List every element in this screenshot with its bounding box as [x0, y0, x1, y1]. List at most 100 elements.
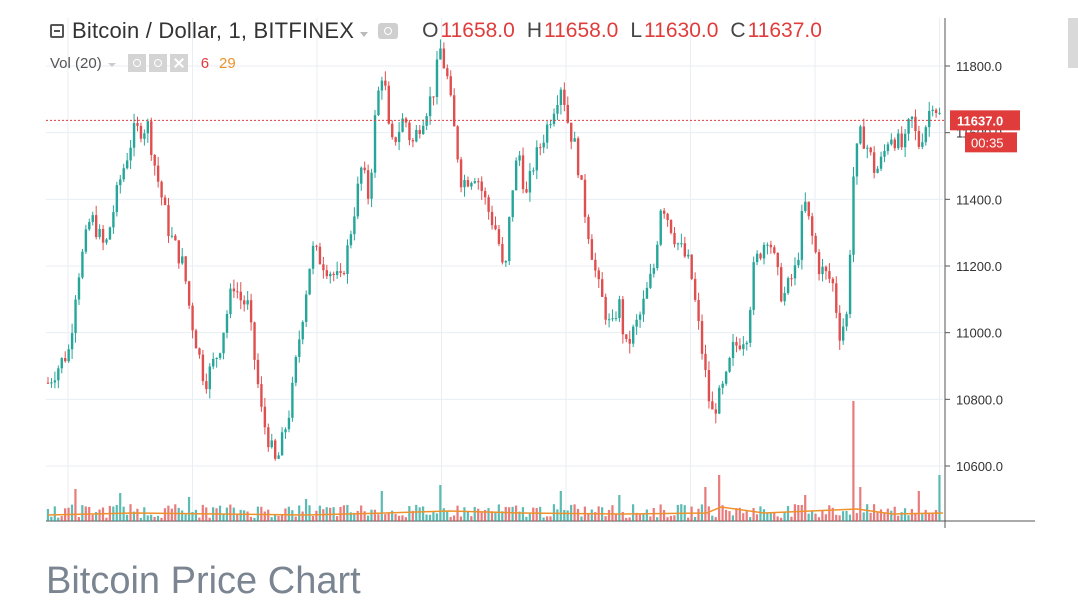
volume-bar [656, 517, 659, 521]
candle [322, 264, 325, 271]
volume-bar [897, 515, 900, 521]
candle [212, 358, 215, 367]
volume-bar [862, 512, 865, 521]
candle [769, 244, 773, 248]
volume-bar [762, 509, 765, 521]
candle [246, 300, 249, 305]
candle [866, 147, 869, 149]
candle [94, 215, 98, 238]
candle [452, 95, 456, 127]
candle [129, 147, 132, 161]
volume-bar [490, 511, 494, 521]
candle [470, 182, 473, 187]
candle [814, 235, 817, 253]
candle [315, 245, 318, 247]
candle [611, 318, 614, 320]
candle [81, 251, 84, 278]
y-tick-label: 10800.0 [956, 392, 1003, 407]
volume-bar [191, 512, 194, 521]
volume-bar [508, 507, 511, 521]
volume-label[interactable]: Vol (20) [50, 54, 102, 72]
candle [249, 300, 253, 323]
volume-bar [177, 507, 180, 521]
candle [153, 155, 156, 166]
volume-bar [229, 504, 232, 521]
eye-icon[interactable] [378, 23, 399, 39]
volume-bar [852, 401, 855, 521]
candle [449, 76, 452, 96]
low-label: L [630, 19, 643, 42]
candle [790, 278, 793, 280]
volume-bar [535, 507, 538, 521]
gear-icon[interactable] [148, 54, 167, 72]
chevron-down-icon[interactable] [107, 62, 116, 67]
candle [718, 387, 721, 414]
high-value: 11658.0 [544, 19, 619, 42]
price-chart[interactable]: 11800.011600.011400.011200.011000.010800… [0, 0, 1078, 545]
candle [872, 152, 876, 173]
volume-bar [77, 517, 80, 521]
candle [621, 299, 625, 335]
volume-bar [814, 513, 817, 521]
volume-bar [105, 517, 108, 521]
volume-bar [139, 517, 142, 521]
volume-bar [807, 513, 810, 521]
candle [631, 326, 635, 344]
volume-bar [273, 514, 277, 521]
scrollbar[interactable] [1068, 18, 1078, 68]
candle [738, 345, 742, 350]
candle [607, 319, 611, 321]
volume-bar [797, 504, 800, 521]
candle [656, 244, 659, 269]
close-label: C [730, 19, 746, 42]
volume-bar [494, 511, 497, 521]
volume-bar [415, 504, 418, 521]
volume-indicator-legend: Vol (20) 6 29 [50, 54, 236, 72]
candle [201, 354, 205, 382]
candle [518, 155, 521, 161]
candle [549, 124, 552, 126]
candle [759, 253, 762, 259]
candle [477, 181, 480, 183]
candle [735, 342, 738, 346]
volume-bar [132, 511, 136, 521]
candle [845, 314, 848, 327]
candle [225, 313, 229, 333]
candle [831, 278, 835, 284]
volume-bar [119, 493, 122, 521]
volume-bar [645, 509, 648, 521]
volume-bar [666, 517, 669, 521]
volume-bar [198, 517, 201, 521]
candle [391, 123, 394, 138]
candle [384, 80, 387, 86]
symbol-title[interactable]: Bitcoin / Dollar, 1, BITFINEX [72, 18, 355, 43]
candle [508, 217, 511, 262]
candle [136, 123, 139, 126]
collapse-icon[interactable] [50, 24, 64, 38]
volume-bar [452, 515, 456, 521]
volume-bar [903, 508, 907, 521]
candle [60, 358, 63, 369]
candle [218, 353, 222, 359]
candle [456, 126, 459, 160]
candle [459, 159, 463, 188]
volume-bar [821, 510, 824, 521]
volume-bar [559, 491, 562, 521]
candle [817, 252, 821, 275]
volume-bar [246, 511, 249, 521]
volume-bar [711, 515, 714, 521]
candle [511, 190, 514, 218]
candle [514, 160, 518, 191]
volume-bar [353, 512, 356, 521]
chevron-down-icon[interactable] [360, 31, 369, 37]
volume-bar [625, 517, 628, 521]
candle [824, 266, 828, 272]
eye-icon[interactable] [127, 54, 146, 72]
volume-bar [673, 515, 676, 521]
volume-bar [790, 516, 793, 521]
volume-bar [841, 511, 845, 521]
close-icon[interactable] [169, 54, 188, 72]
candle [394, 137, 397, 143]
volume-bar [243, 510, 246, 521]
chart-canvas[interactable]: 11800.011600.011400.011200.011000.010800… [0, 0, 1078, 545]
